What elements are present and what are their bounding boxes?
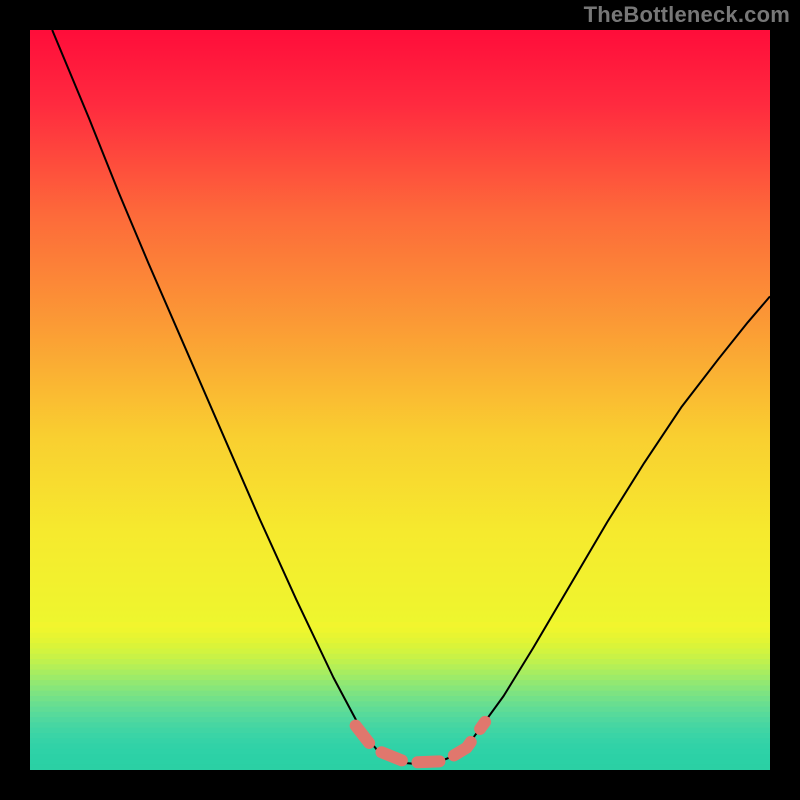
gradient-stripe [30, 627, 770, 633]
gradient-stripe [30, 696, 770, 702]
gradient-stripe [30, 680, 770, 686]
chart-frame: TheBottleneck.com [0, 0, 800, 800]
gradient-stripe [30, 733, 770, 739]
gradient-stripe [30, 712, 770, 718]
gradient-stripe [30, 638, 770, 644]
gradient-stripe [30, 691, 770, 697]
gradient-stripe [30, 717, 770, 723]
gradient-stripe [30, 685, 770, 691]
bottleneck-chart-svg [30, 30, 770, 770]
gradient-stripe [30, 707, 770, 713]
gradient-stripe [30, 664, 770, 670]
gradient-stripe [30, 744, 770, 750]
gradient-stripe [30, 670, 770, 676]
gradient-stripe [30, 633, 770, 639]
gradient-stripe [30, 675, 770, 681]
watermark-text: TheBottleneck.com [584, 2, 790, 28]
gradient-stripe [30, 728, 770, 734]
gradient-stripe [30, 738, 770, 744]
gradient-stripe [30, 659, 770, 665]
gradient-stripe [30, 622, 770, 628]
gradient-stripe [30, 654, 770, 660]
gradient-stripe [30, 722, 770, 728]
plot-area [30, 30, 770, 770]
gradient-stripe [30, 643, 770, 649]
gradient-stripe [30, 648, 770, 654]
gradient-stripe [30, 701, 770, 707]
